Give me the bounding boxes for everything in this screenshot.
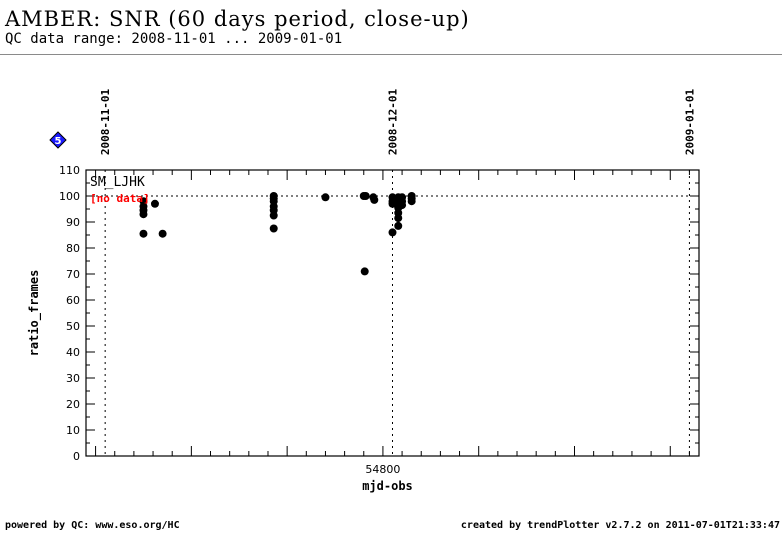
header-divider xyxy=(0,54,782,55)
data-point xyxy=(360,267,369,276)
data-point xyxy=(139,210,148,219)
data-point xyxy=(394,214,403,223)
data-point xyxy=(370,195,379,204)
y-tick-label: 60 xyxy=(66,294,80,307)
date-marker-label: 2008-11-01 xyxy=(99,89,112,156)
y-tick-label: 0 xyxy=(73,450,80,463)
footer-created-by: created by trendPlotter v2.7.2 on 2011-0… xyxy=(460,520,780,531)
y-axis-ticks: 0 10 20 30 40 50 60 70 80 90 100 110 xyxy=(59,164,699,463)
data-point xyxy=(388,228,397,237)
y-tick-label: 90 xyxy=(66,216,80,229)
y-tick-label: 50 xyxy=(66,320,80,333)
data-point xyxy=(150,199,159,208)
data-point xyxy=(407,197,416,206)
chart-title: AMBER: SNR (60 days period, close-up) xyxy=(5,7,470,31)
y-tick-label: 10 xyxy=(66,424,80,437)
data-point xyxy=(394,221,403,230)
series-label: SM_LJHK xyxy=(90,175,145,190)
data-points xyxy=(139,192,416,276)
data-point xyxy=(158,229,167,238)
x-tick-label: 54800 xyxy=(365,463,400,476)
chart-labels: 5 SM_LJHK [no data] xyxy=(49,131,150,205)
data-point xyxy=(139,229,148,238)
date-marker-label: 2009-01-01 xyxy=(683,89,696,156)
date-marker-label: 2008-12-01 xyxy=(387,89,400,156)
y-tick-label: 30 xyxy=(66,372,80,385)
data-point xyxy=(361,192,370,200)
y-tick-label: 70 xyxy=(66,268,80,281)
data-point xyxy=(388,199,397,208)
y-tick-label: 110 xyxy=(59,164,80,177)
y-tick-label: 100 xyxy=(59,190,80,203)
chart-header: AMBER: SNR (60 days period, close-up) QC… xyxy=(5,8,782,48)
y-axis-title: ratio_frames xyxy=(27,270,42,357)
no-data-label: [no data] xyxy=(90,192,150,205)
x-axis-title: mjd-obs xyxy=(362,479,413,493)
y-tick-label: 20 xyxy=(66,398,80,411)
data-point xyxy=(321,193,330,202)
data-point xyxy=(269,224,278,233)
chart-subtitle: QC data range: 2008-11-01 ... 2009-01-01 xyxy=(5,31,343,47)
y-tick-label: 40 xyxy=(66,346,80,359)
data-point xyxy=(398,201,407,210)
x-axis-ticks: 54800 xyxy=(95,170,690,476)
diamond-marker-icon xyxy=(49,131,67,149)
data-point xyxy=(269,211,278,220)
footer-powered-by: powered by QC: www.eso.org/HC xyxy=(5,520,180,531)
date-markers: 2008-11-01 2008-12-01 2009-01-01 xyxy=(99,89,696,456)
chart-axes: mjd-obs ratio_frames xyxy=(27,169,700,493)
y-tick-label: 80 xyxy=(66,242,80,255)
diamond-marker-label: 5 xyxy=(55,136,62,147)
